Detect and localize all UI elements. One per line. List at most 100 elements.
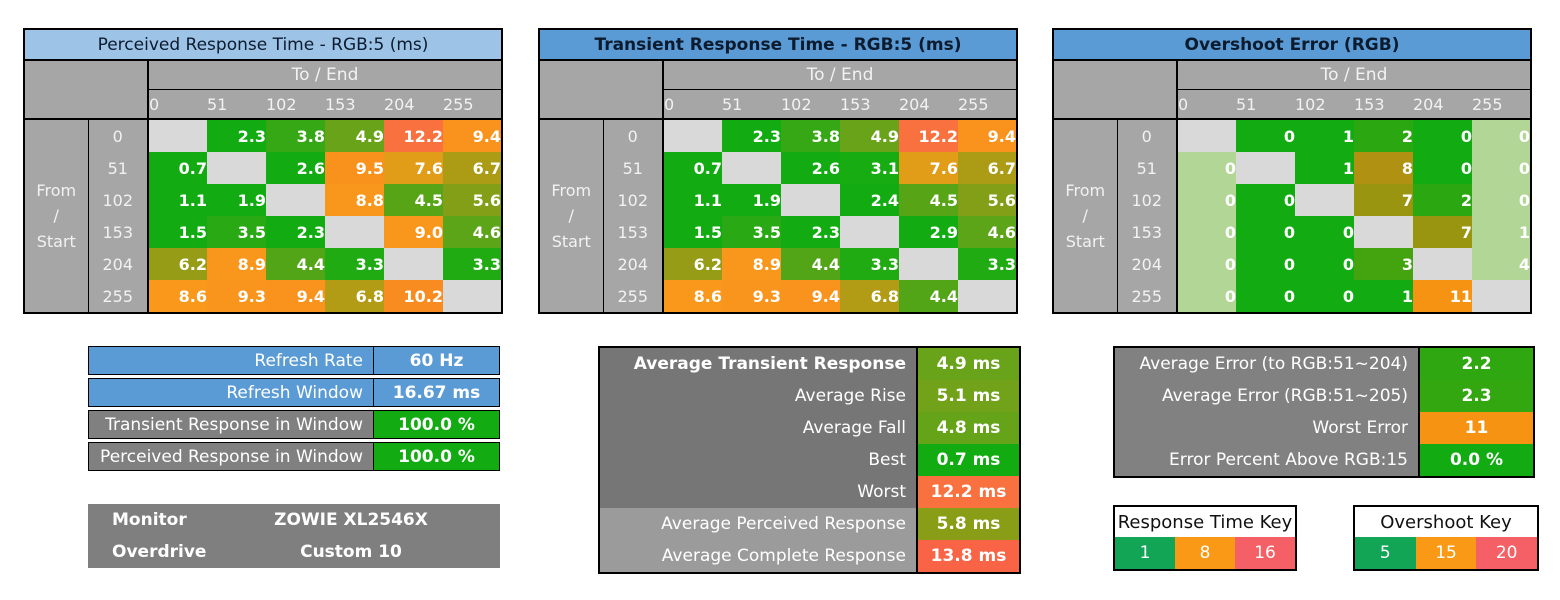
matrix-value-cell: 2 bbox=[1354, 119, 1413, 152]
matrix-value-cell: 1.9 bbox=[722, 184, 781, 216]
matrix-value-cell: 0 bbox=[1177, 184, 1236, 216]
matrix-value-cell: 0.7 bbox=[663, 152, 722, 184]
matrix-value-cell: 3.8 bbox=[781, 119, 840, 152]
matrix-value-cell: 6.2 bbox=[663, 248, 722, 280]
response-summary-table: Average Transient Response 4.9 ms Average … bbox=[598, 346, 1021, 574]
summary-value: 4.8 ms bbox=[916, 412, 1019, 444]
from-start-line: From bbox=[1065, 180, 1106, 200]
matrix-value-cell: 6.2 bbox=[148, 248, 207, 280]
row-header-cell: 51 bbox=[603, 152, 664, 184]
from-start-header: From / Start bbox=[24, 119, 89, 313]
matrix-data-row: 153 0 0 0 7 1 bbox=[1053, 216, 1531, 248]
to-end-header: To / End bbox=[148, 60, 502, 90]
matrix-value-cell: 9.4 bbox=[266, 280, 325, 313]
summary-label: Average Complete Response bbox=[600, 540, 916, 572]
summary-label: Average Perceived Response bbox=[600, 508, 916, 540]
summary-label: Refresh Window bbox=[89, 379, 373, 406]
blank-cell bbox=[1177, 119, 1236, 152]
matrix-data-row: 204 6.2 8.9 4.4 3.3 3.3 bbox=[24, 248, 502, 280]
matrix-value-cell: 0 bbox=[1295, 280, 1354, 313]
matrix-value-cell: 8 bbox=[1354, 152, 1413, 184]
row-header-cell: 0 bbox=[603, 119, 664, 152]
error-summary-table: Average Error (to RGB:51~204) 2.2 Average … bbox=[1113, 346, 1535, 478]
summary-value: 2.2 bbox=[1418, 348, 1533, 380]
matrix-value-cell: 0 bbox=[1177, 280, 1236, 313]
summary-label: Best bbox=[600, 444, 916, 476]
matrix-value-cell: 2.3 bbox=[781, 216, 840, 248]
blank-cell bbox=[1236, 152, 1295, 184]
col-header-cell: 102 bbox=[1295, 89, 1354, 120]
matrix-value-cell: 3.3 bbox=[325, 248, 384, 280]
matrix-value-cell: 0 bbox=[1472, 152, 1531, 184]
summary-label: Average Rise bbox=[600, 380, 916, 412]
row-header-cell: 0 bbox=[88, 119, 149, 152]
summary-value: 11 bbox=[1418, 412, 1533, 444]
corner-cell bbox=[1053, 60, 1178, 120]
matrix-value-cell: 8.8 bbox=[325, 184, 384, 216]
matrix-value-cell: 8.9 bbox=[722, 248, 781, 280]
from-start-line: / bbox=[1082, 206, 1088, 226]
summary-label: Refresh Rate bbox=[89, 347, 373, 374]
summary-value: 0.0 % bbox=[1418, 444, 1533, 476]
matrix-value-cell: 1.5 bbox=[663, 216, 722, 248]
col-header-cell: 204 bbox=[384, 89, 443, 120]
matrix-value-cell: 0 bbox=[1236, 248, 1295, 280]
row-header-cell: 204 bbox=[1117, 248, 1178, 280]
key-title: Response Time Key bbox=[1117, 511, 1293, 533]
response-time-key: Response Time Key 1 8 16 bbox=[1113, 505, 1297, 571]
monitor-info-table: Monitor ZOWIE XL2546X Overdrive Custom 10 bbox=[88, 504, 500, 568]
row-header-cell: 153 bbox=[603, 216, 664, 248]
matrix-value-cell: 3.5 bbox=[722, 216, 781, 248]
summary-value: 5.1 ms bbox=[916, 380, 1019, 412]
matrix-data-row: 51 0.7 2.6 9.5 7.6 6.7 bbox=[24, 152, 502, 184]
matrix-value-cell: 4.4 bbox=[899, 280, 958, 313]
summary-value: 2.3 bbox=[1418, 380, 1533, 412]
matrix-value-cell: 9.4 bbox=[958, 119, 1017, 152]
matrix-value-cell: 7.6 bbox=[899, 152, 958, 184]
matrix-value-cell: 9.3 bbox=[722, 280, 781, 313]
blank-cell bbox=[1413, 248, 1472, 280]
summary-row: Worst 12.2 ms bbox=[600, 476, 1019, 508]
row-header-cell: 102 bbox=[1117, 184, 1178, 216]
key-swatch: 15 bbox=[1415, 537, 1477, 569]
monitor-label: Overdrive bbox=[112, 542, 207, 562]
from-start-line: / bbox=[53, 206, 59, 226]
matrix-data-row: 102 1.1 1.9 8.8 4.5 5.6 bbox=[24, 184, 502, 216]
key-swatch: 1 bbox=[1115, 537, 1175, 569]
matrix-data-row: 153 1.5 3.5 2.3 9.0 4.6 bbox=[24, 216, 502, 248]
matrix-title: Overshoot Error (RGB) bbox=[1053, 29, 1531, 61]
matrix-value-cell: 0 bbox=[1295, 216, 1354, 248]
blank-cell bbox=[443, 280, 502, 313]
key-swatch: 8 bbox=[1175, 537, 1235, 569]
summary-label: Transient Response in Window bbox=[89, 411, 373, 438]
from-start-line: From bbox=[36, 180, 77, 200]
col-header-cell: 51 bbox=[722, 89, 781, 120]
matrix-value-cell: 0 bbox=[1236, 280, 1295, 313]
col-header-cell: 255 bbox=[443, 89, 502, 120]
matrix-value-cell: 3.1 bbox=[840, 152, 899, 184]
summary-value: 60 Hz bbox=[373, 347, 499, 374]
corner-cell bbox=[24, 60, 149, 120]
row-header-cell: 0 bbox=[1117, 119, 1178, 152]
row-header-cell: 51 bbox=[88, 152, 149, 184]
row-header-cell: 255 bbox=[603, 280, 664, 313]
matrix-value-cell: 2 bbox=[1413, 184, 1472, 216]
summary-label: Average Error (to RGB:51~204) bbox=[1115, 348, 1418, 380]
summary-label: Perceived Response in Window bbox=[89, 443, 373, 470]
matrix-value-cell: 7.6 bbox=[384, 152, 443, 184]
monitor-value: ZOWIE XL2546X bbox=[274, 510, 428, 530]
summary-row: Average Complete Response 13.8 ms bbox=[600, 540, 1019, 572]
matrix-value-cell: 1.1 bbox=[148, 184, 207, 216]
matrix-value-cell: 0 bbox=[1236, 184, 1295, 216]
matrix-value-cell: 0 bbox=[1472, 184, 1531, 216]
summary-value: 100.0 % bbox=[373, 443, 499, 470]
matrix-col-numbers-row: 0 51 102 153 204 255 bbox=[24, 89, 502, 120]
from-start-header: From / Start bbox=[539, 119, 604, 313]
col-header-cell: 102 bbox=[266, 89, 325, 120]
to-end-header: To / End bbox=[663, 60, 1017, 90]
matrix-data-row: From / Start 0 0 1 2 0 0 bbox=[1053, 119, 1531, 313]
matrix-value-cell: 1 bbox=[1295, 119, 1354, 152]
row-header-cell: 102 bbox=[603, 184, 664, 216]
matrix-col-numbers-row: 0 51 102 153 204 255 bbox=[1053, 89, 1531, 120]
